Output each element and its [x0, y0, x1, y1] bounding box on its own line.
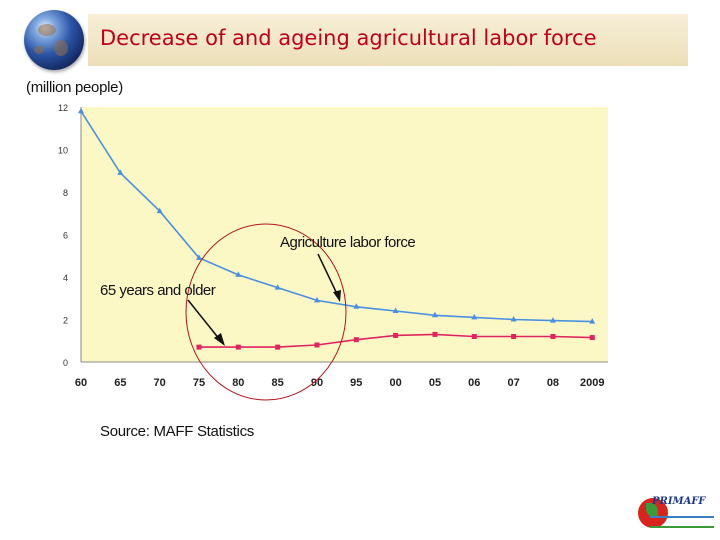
series-line-agriculture-labor-force: [80, 110, 593, 323]
globe-icon: [24, 10, 84, 70]
annotation-arrowhead-65-older: [214, 333, 225, 346]
data-point: [589, 335, 595, 341]
y-tick-label: 6: [63, 231, 68, 241]
data-point: [274, 284, 281, 290]
annotation-65-years-and-older: 65 years and older: [100, 282, 216, 299]
x-tick-labels: 60 65 70 75 80 85 90 95 00 05 06 07 08 2009: [75, 377, 605, 389]
slide-title: Decrease of and ageing agricultural labo…: [100, 26, 597, 50]
annotation-agriculture-labor-force: Agriculture labor force: [280, 234, 415, 251]
y-tick-label: 0: [63, 358, 68, 368]
data-point: [589, 318, 596, 324]
x-tick-label: 95: [350, 377, 362, 389]
y-tick-labels: 0 2 4 6 8 10 12: [58, 103, 68, 368]
y-tick-label: 8: [63, 188, 68, 198]
x-tick-label: 75: [193, 377, 205, 389]
x-tick-label: 70: [154, 377, 166, 389]
data-point: [511, 334, 517, 339]
x-tick-label: 07: [507, 377, 519, 389]
data-point: [196, 344, 202, 350]
data-point: [275, 344, 281, 350]
data-point: [353, 337, 359, 343]
data-point: [471, 313, 478, 320]
data-point: [510, 316, 517, 322]
data-point: [313, 296, 320, 303]
highlight-ellipse: [185, 223, 347, 401]
data-point: [195, 254, 202, 260]
annotation-arrow-agriculture: [317, 253, 339, 297]
x-tick-label: 08: [547, 377, 559, 389]
y-tick-label: 2: [63, 316, 68, 326]
data-point: [471, 334, 477, 339]
data-point: [314, 342, 320, 348]
x-tick-label: 05: [429, 377, 441, 389]
data-point: [550, 334, 556, 339]
x-tick-label: 60: [75, 377, 87, 389]
data-point: [353, 303, 360, 309]
x-tick-label: 00: [390, 377, 402, 389]
data-point: [156, 207, 163, 214]
title-bar: Decrease of and ageing agricultural labo…: [88, 14, 688, 66]
y-axis-unit-label: (million people): [26, 79, 123, 96]
data-point: [117, 169, 124, 175]
x-tick-label: 85: [272, 377, 284, 389]
source-label: Source: MAFF Statistics: [100, 423, 254, 440]
y-tick-label: 12: [58, 103, 68, 113]
data-point: [78, 107, 84, 114]
annotation-arrow-65-older: [187, 299, 221, 341]
data-point: [549, 317, 556, 323]
data-point: [432, 331, 438, 337]
data-point: [431, 311, 438, 318]
data-point: [393, 332, 399, 338]
annotation-arrowhead-agriculture: [333, 290, 341, 302]
x-tick-label: 80: [232, 377, 244, 389]
x-tick-label: 90: [311, 377, 323, 389]
x-tick-label: 2009: [580, 377, 604, 389]
data-point: [235, 271, 242, 277]
data-point: [392, 307, 399, 313]
data-point: [235, 344, 241, 350]
x-tick-label: 06: [468, 377, 480, 389]
x-tick-label: 65: [114, 377, 126, 389]
y-tick-label: 10: [58, 146, 68, 156]
primaff-logo: PRIMAFF: [636, 494, 716, 534]
y-tick-label: 4: [63, 273, 68, 283]
series-group: [78, 107, 596, 350]
